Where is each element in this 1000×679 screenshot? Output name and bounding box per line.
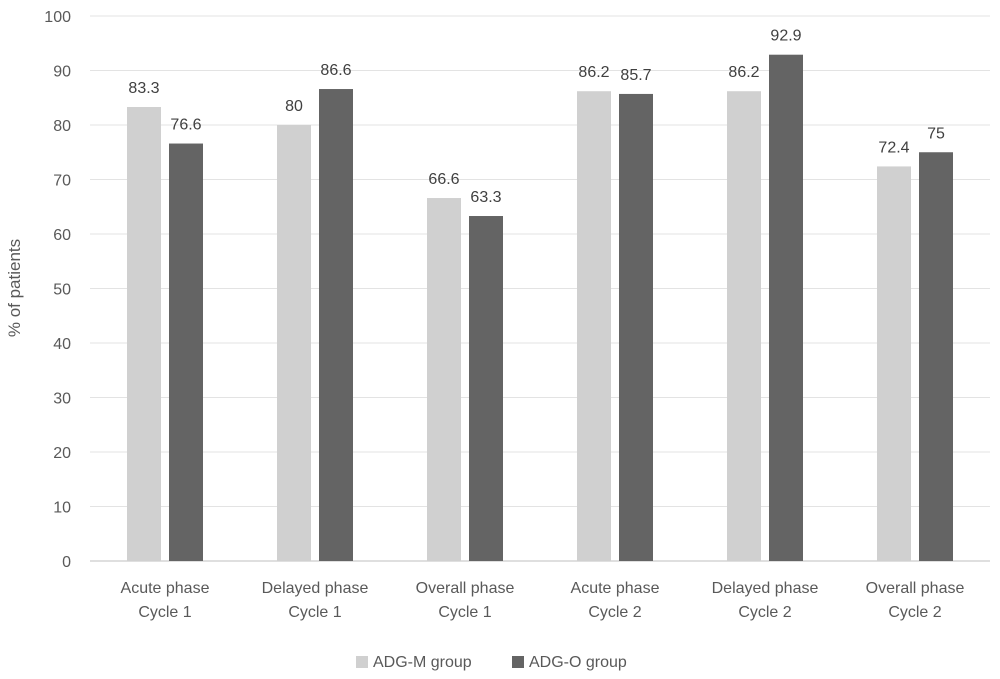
bar-adg-o bbox=[919, 152, 953, 561]
x-category-label: Acute phase bbox=[571, 580, 660, 597]
y-tick-label: 30 bbox=[53, 391, 71, 408]
bar-adg-o bbox=[469, 216, 503, 561]
x-category-label: Cycle 2 bbox=[588, 604, 641, 621]
data-label: 63.3 bbox=[470, 189, 501, 206]
y-tick-label: 50 bbox=[53, 282, 71, 299]
data-label: 72.4 bbox=[878, 139, 909, 156]
gridlines bbox=[90, 15, 990, 562]
data-label: 86.6 bbox=[320, 62, 351, 79]
data-label: 85.7 bbox=[620, 67, 651, 84]
bar-adg-o bbox=[769, 54, 803, 561]
x-category-label: Cycle 2 bbox=[888, 604, 941, 621]
legend: ADG-M group ADG-O group bbox=[356, 654, 627, 671]
y-tick-label: 70 bbox=[53, 173, 71, 190]
data-label: 76.6 bbox=[170, 117, 201, 134]
bar-adg-m bbox=[127, 107, 161, 561]
data-label: 86.2 bbox=[728, 64, 759, 81]
y-tick-label: 80 bbox=[53, 118, 71, 135]
data-label: 83.3 bbox=[128, 80, 159, 97]
x-category-label: Cycle 1 bbox=[438, 604, 491, 621]
bar-adg-m bbox=[277, 125, 311, 561]
x-category-label: Cycle 1 bbox=[138, 604, 191, 621]
x-category-label: Overall phase bbox=[866, 580, 965, 597]
x-category-label: Delayed phase bbox=[712, 580, 819, 597]
legend-swatch bbox=[356, 656, 368, 668]
y-tick-label: 0 bbox=[62, 554, 71, 571]
x-category-label: Delayed phase bbox=[262, 580, 369, 597]
legend-swatch bbox=[512, 656, 524, 668]
data-label: 86.2 bbox=[578, 64, 609, 81]
bar-adg-m bbox=[727, 91, 761, 562]
legend-label: ADG-M group bbox=[373, 654, 472, 671]
bar-adg-m bbox=[877, 166, 911, 562]
x-axis-categories: Acute phase Cycle 1 Delayed phase Cycle 1 Ov… bbox=[121, 580, 965, 621]
bar-adg-m bbox=[427, 198, 461, 561]
x-category-label: Overall phase bbox=[416, 580, 515, 597]
bar-adg-o bbox=[619, 93, 653, 561]
y-tick-label: 20 bbox=[53, 445, 71, 462]
data-label: 80 bbox=[285, 98, 303, 115]
bars bbox=[127, 54, 953, 562]
y-axis-title: % of patients bbox=[5, 239, 24, 337]
x-category-label: Cycle 1 bbox=[288, 604, 341, 621]
bar-adg-m bbox=[577, 91, 611, 562]
x-category-label: Acute phase bbox=[121, 580, 210, 597]
data-labels: 83.3 76.6 80 86.6 66.6 63.3 86.2 85.7 86.2 92.9 72… bbox=[128, 28, 945, 206]
y-tick-label: 60 bbox=[53, 227, 71, 244]
x-category-label: Cycle 2 bbox=[738, 604, 791, 621]
data-label: 75 bbox=[927, 125, 945, 142]
bar-adg-o bbox=[169, 143, 203, 561]
legend-label: ADG-O group bbox=[529, 654, 627, 671]
data-label: 92.9 bbox=[770, 28, 801, 45]
y-tick-label: 10 bbox=[53, 500, 71, 517]
y-axis-ticks: 0 10 20 30 40 50 60 70 80 90 100 bbox=[44, 9, 71, 571]
y-tick-label: 40 bbox=[53, 336, 71, 353]
y-tick-label: 100 bbox=[44, 9, 71, 26]
y-tick-label: 90 bbox=[53, 64, 71, 81]
data-label: 66.6 bbox=[428, 171, 459, 188]
bar-adg-o bbox=[319, 89, 353, 561]
